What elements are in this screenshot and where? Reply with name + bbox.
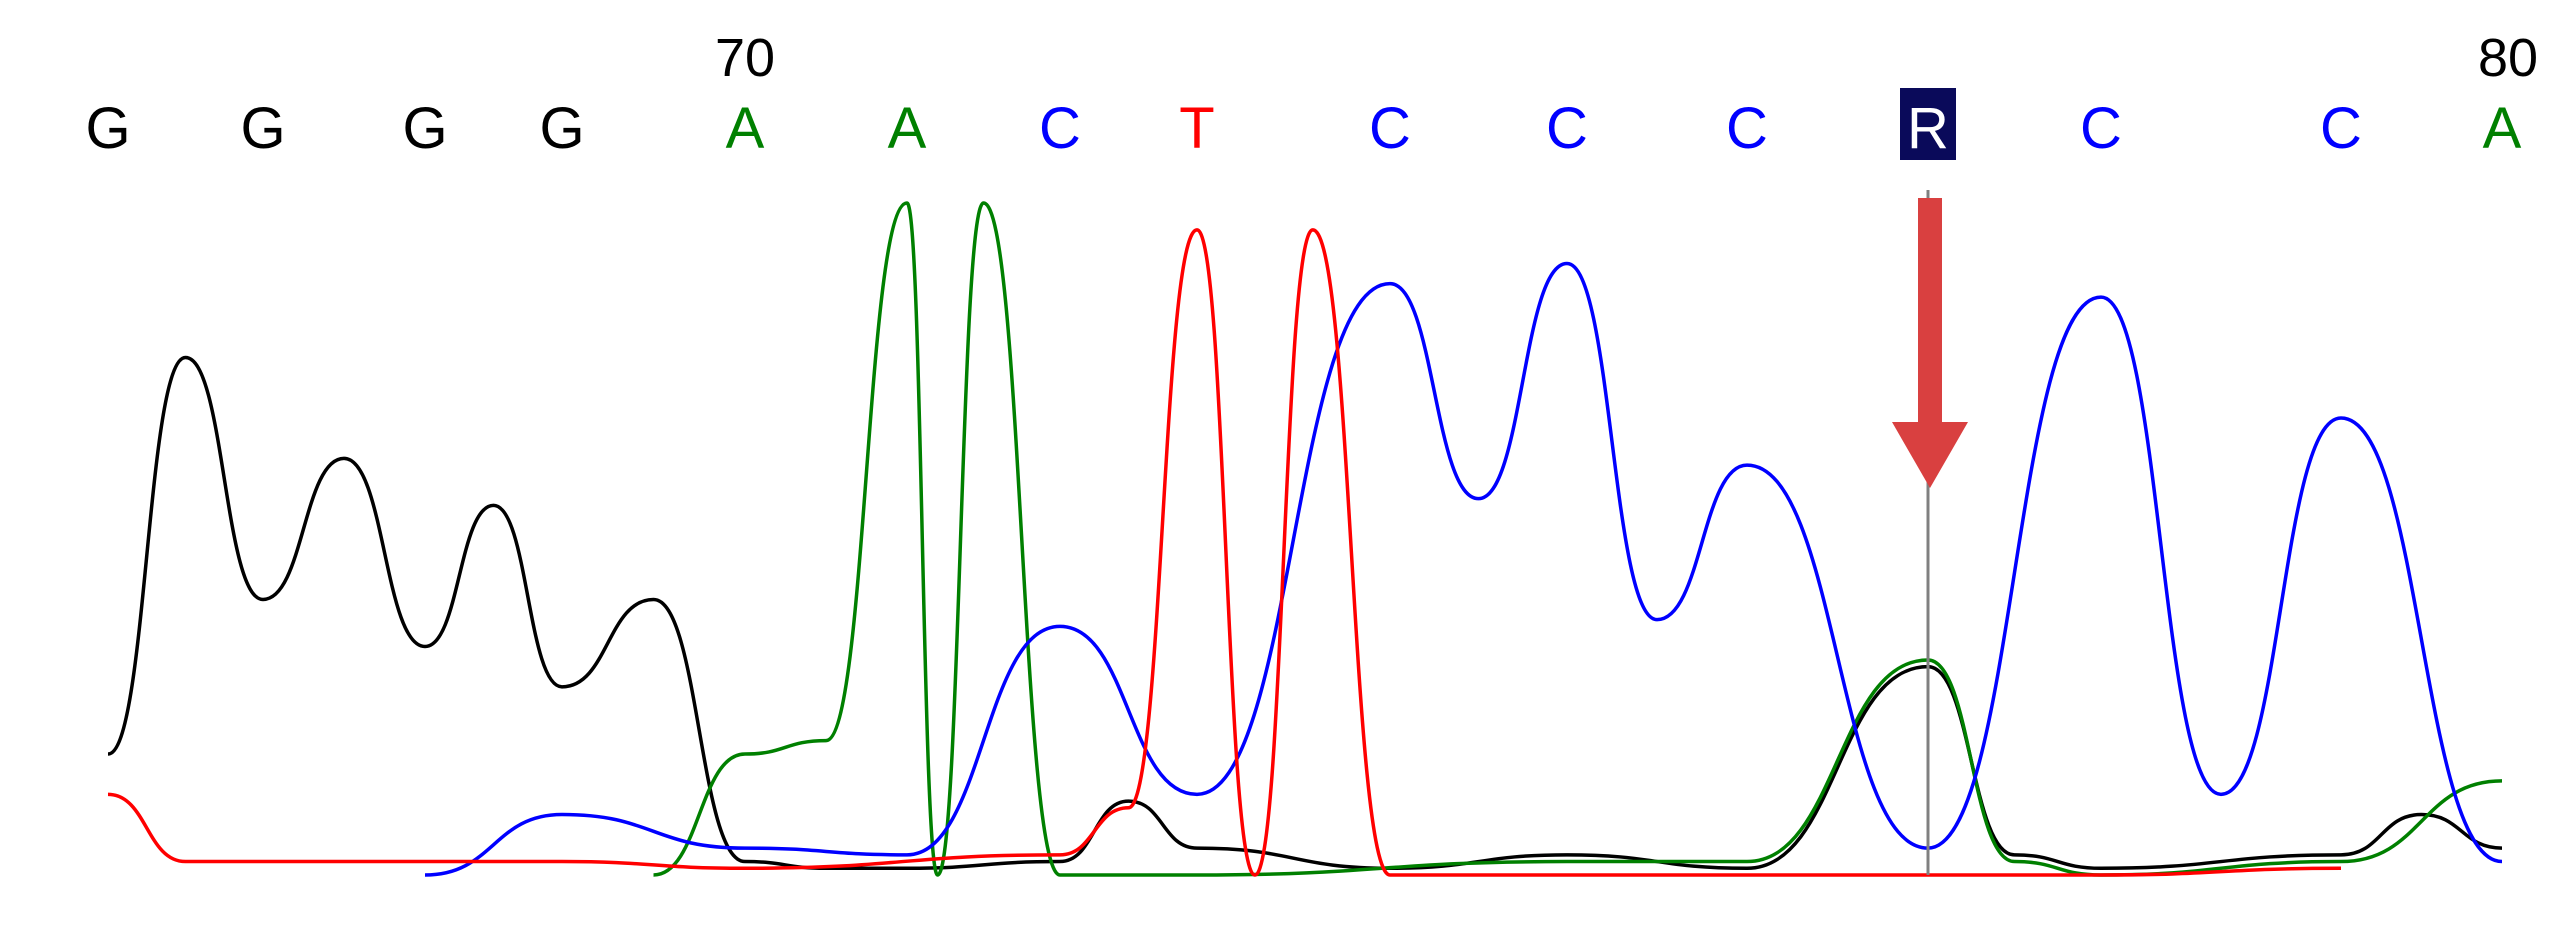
- arrow-head-icon: [1892, 422, 1968, 488]
- base-call-label: C: [2320, 96, 2362, 161]
- base-call-label: G: [85, 96, 130, 161]
- position-label: 80: [2478, 28, 2538, 88]
- trace-a: [653, 201, 2503, 877]
- ambiguous-base-highlight: [1900, 88, 1956, 160]
- base-call-label: R: [1907, 96, 1949, 161]
- base-call-label: A: [2483, 96, 2522, 161]
- base-call-label: T: [1179, 96, 1214, 161]
- base-call-label: C: [1546, 96, 1588, 161]
- trace-c: [424, 261, 2503, 877]
- base-call-label: G: [402, 96, 447, 161]
- base-call-label: C: [1039, 96, 1081, 161]
- base-call-label: G: [539, 96, 584, 161]
- trace-g: [107, 355, 2503, 871]
- base-call-label: C: [1726, 96, 1768, 161]
- base-call-label: C: [1369, 96, 1411, 161]
- arrow-shaft: [1918, 198, 1942, 428]
- base-call-label: C: [2080, 96, 2122, 161]
- position-label: 70: [715, 28, 775, 88]
- base-call-label: A: [726, 96, 765, 161]
- trace-t: [107, 228, 2342, 877]
- base-call-label: G: [240, 96, 285, 161]
- base-call-label: A: [888, 96, 927, 161]
